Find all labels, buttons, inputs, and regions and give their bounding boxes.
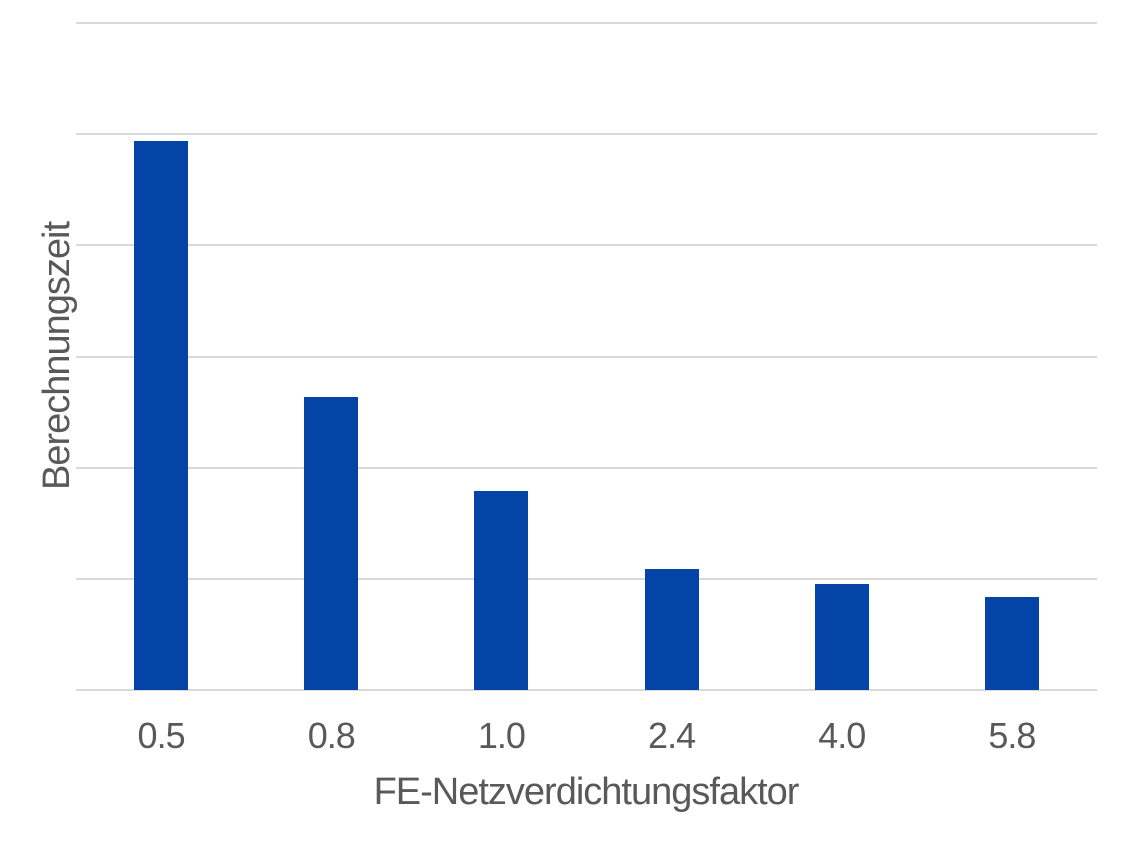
x-tick-label-1.0: 1.0	[477, 715, 526, 756]
gridline	[76, 577, 1097, 580]
x-tick-label-2.4: 2.4	[648, 715, 696, 756]
gridline	[76, 244, 1097, 247]
bar-0.8	[304, 396, 359, 690]
gridline	[76, 133, 1097, 136]
bar-5.8	[984, 596, 1039, 690]
gridline	[76, 466, 1097, 469]
plot-area	[76, 22, 1097, 691]
bar-0.5	[134, 140, 189, 690]
x-tick-label-0.5: 0.5	[137, 715, 186, 756]
gridline	[76, 22, 1097, 24]
x-tick-label-5.8: 5.8	[988, 715, 1036, 756]
x-axis-title: FE-Netzverdichtungsfaktor	[373, 771, 800, 813]
bar-4.0	[814, 584, 869, 690]
gridline	[76, 355, 1097, 358]
gridline	[76, 689, 1097, 691]
bar-1.0	[474, 491, 529, 690]
x-tick-label-0.8: 0.8	[307, 715, 356, 756]
bar-2.4	[644, 568, 699, 690]
x-tick-label-4.0: 4.0	[818, 715, 866, 756]
y-axis-title: Berechnungszeit	[36, 221, 78, 491]
